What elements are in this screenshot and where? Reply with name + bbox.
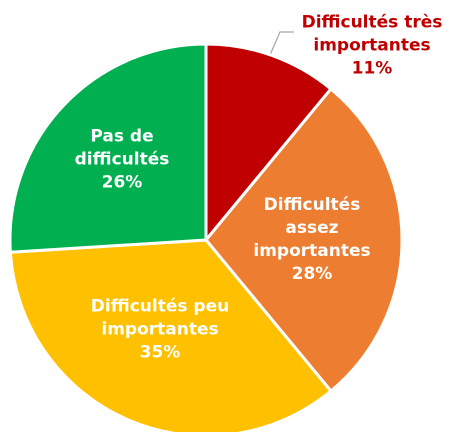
leader-line [269,31,294,56]
value-label: 11% [351,58,393,79]
slice-label: Difficultés peu importantes 35% [60,296,260,365]
slice-label: Pas de difficultés 26% [57,126,187,195]
slice-label: Difficultés assez importantes 28% [242,194,382,286]
pie-slice [8,238,334,432]
slice-label: Difficultés très importantes 11% [282,12,456,81]
value-label: 26% [101,172,143,193]
category-label: Difficultés peu importantes [90,296,230,340]
category-label: Difficultés assez importantes [253,195,371,261]
category-label: Difficultés très importantes [301,12,443,56]
category-label: Pas de difficultés [74,126,170,170]
value-label: 35% [139,342,181,363]
pie-slice [8,42,208,254]
value-label: 28% [291,264,333,284]
pie-slice [204,86,404,394]
pie-slice [204,42,334,245]
